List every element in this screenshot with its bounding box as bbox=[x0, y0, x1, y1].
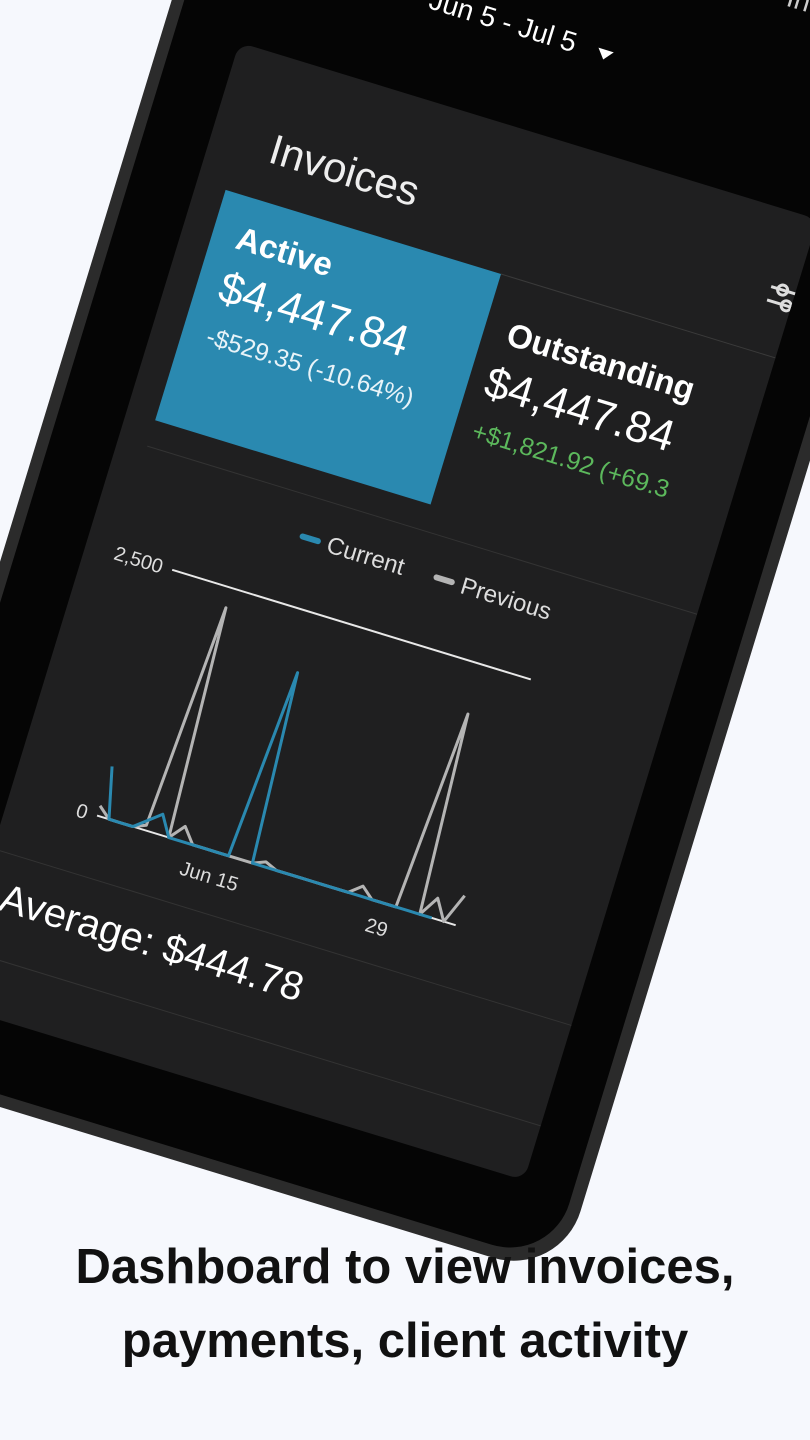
legend-swatch bbox=[299, 533, 321, 545]
divider bbox=[0, 948, 541, 1127]
active-box[interactable] bbox=[155, 189, 502, 505]
divider bbox=[500, 273, 776, 359]
divider bbox=[147, 445, 698, 615]
dropdown-arrow[interactable] bbox=[596, 47, 614, 62]
grid-line bbox=[171, 568, 532, 681]
series-line bbox=[107, 671, 433, 920]
legend-swatch bbox=[433, 574, 455, 586]
caption: Dashboard to view invoices, bbox=[76, 1240, 735, 1294]
phone: Jun 5 - Jul 5 Invoices Invoices Active $… bbox=[0, 0, 810, 1261]
card bbox=[0, 45, 810, 1177]
filter-icon[interactable] bbox=[766, 282, 802, 314]
divider bbox=[0, 848, 572, 1026]
caption: payments, client activity bbox=[122, 1314, 688, 1368]
